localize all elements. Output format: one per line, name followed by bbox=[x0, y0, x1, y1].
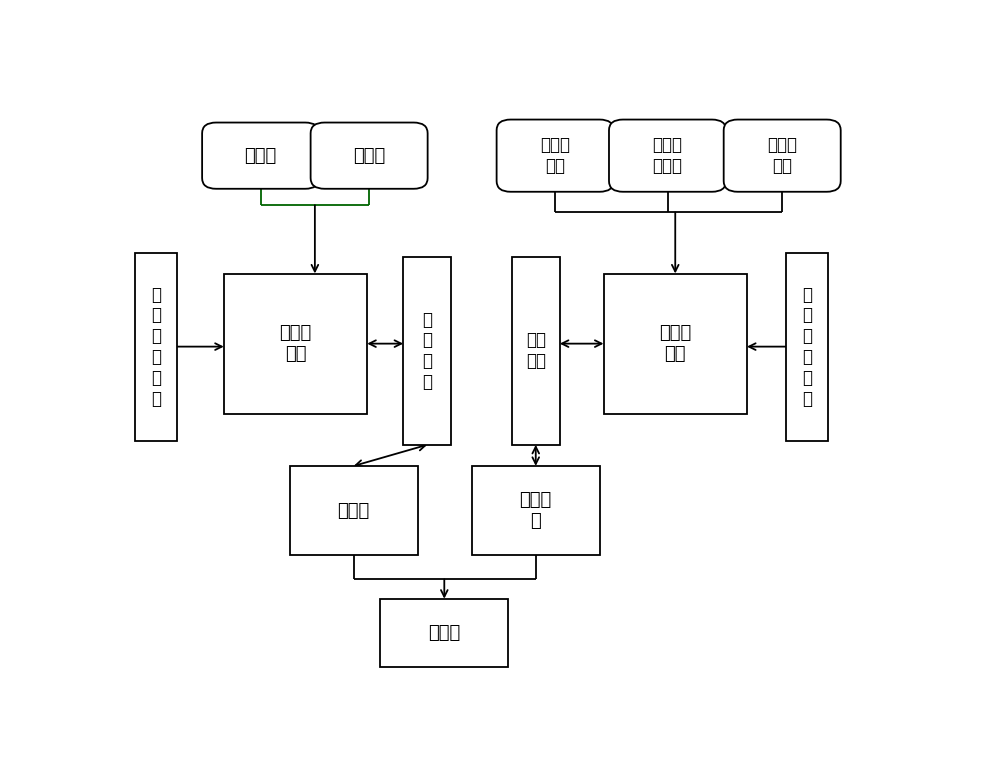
Text: 无
线
模
块: 无 线 模 块 bbox=[422, 311, 432, 391]
Bar bbox=[604, 274, 747, 414]
Text: 计算机: 计算机 bbox=[428, 624, 460, 642]
Text: 测斜仪: 测斜仪 bbox=[353, 146, 385, 164]
Bar bbox=[380, 599, 508, 667]
Text: 数传电
台: 数传电 台 bbox=[520, 491, 552, 530]
Bar bbox=[472, 466, 600, 556]
FancyBboxPatch shape bbox=[609, 119, 726, 191]
Bar bbox=[290, 466, 418, 556]
Text: 气象站
传感器: 气象站 传感器 bbox=[652, 136, 682, 175]
FancyBboxPatch shape bbox=[724, 119, 841, 191]
Bar bbox=[403, 257, 451, 445]
FancyBboxPatch shape bbox=[311, 122, 428, 189]
Text: 太
阳
能
电
池
板: 太 阳 能 电 池 板 bbox=[151, 286, 161, 408]
Bar bbox=[135, 253, 177, 441]
Text: 渗压计: 渗压计 bbox=[244, 146, 277, 164]
Text: 数据采
集箱: 数据采 集箱 bbox=[279, 324, 312, 363]
Text: 数据采
集箱: 数据采 集箱 bbox=[659, 324, 691, 363]
FancyBboxPatch shape bbox=[202, 122, 319, 189]
Text: 数传
电台: 数传 电台 bbox=[526, 332, 546, 370]
Text: 太
阳
能
电
池
板: 太 阳 能 电 池 板 bbox=[802, 286, 812, 408]
Bar bbox=[224, 274, 367, 414]
Bar bbox=[512, 257, 560, 445]
Text: 雷达传
感器: 雷达传 感器 bbox=[540, 136, 570, 175]
FancyBboxPatch shape bbox=[497, 119, 614, 191]
Text: 互联网: 互联网 bbox=[338, 501, 370, 520]
Text: 电磁流
速仪: 电磁流 速仪 bbox=[767, 136, 797, 175]
Bar bbox=[786, 253, 828, 441]
